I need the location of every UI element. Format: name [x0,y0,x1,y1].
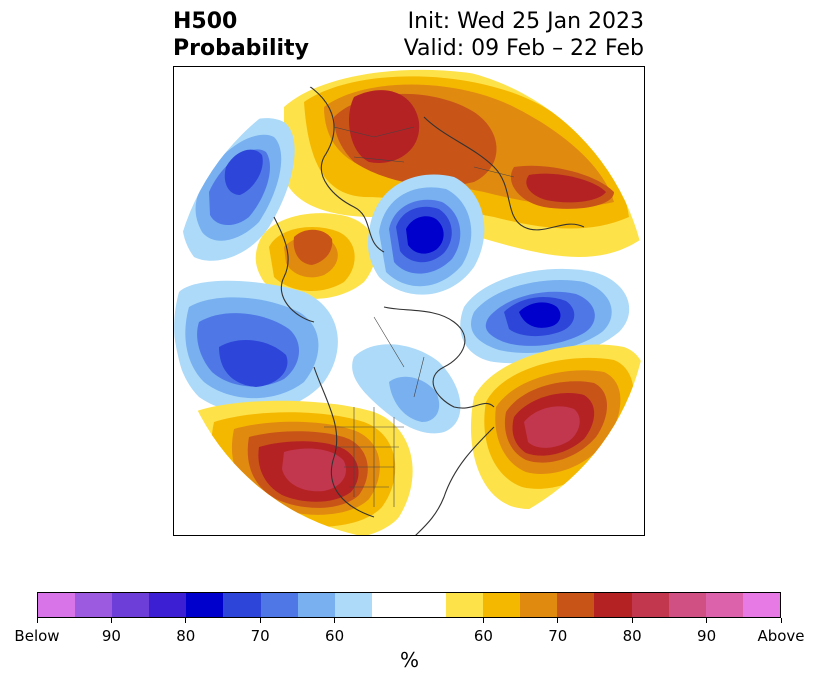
colorbar-tick-mark [334,618,336,623]
colorbar-segment [520,593,558,617]
colorbar-tick-mark [185,618,187,623]
colorbar-segment [112,593,150,617]
colorbar-segment [260,593,298,617]
probability-title: Probability [173,36,309,61]
colorbar-tick-label: 60 [325,627,345,645]
colorbar-tick-label: 80 [176,627,196,645]
colorbar-segment [371,593,409,617]
colorbar-segment [186,593,224,617]
colorbar-segment [742,593,780,617]
valid-range: Valid: 09 Feb – 22 Feb [403,36,644,61]
colorbar-tick-label: Below [14,627,60,645]
colorbar [37,592,781,618]
colorbar-segment [446,593,484,617]
colorbar-tick-mark [706,618,708,623]
colorbar-tick-label: 60 [473,627,493,645]
colorbar-segment [223,593,261,617]
colorbar-segment [149,593,187,617]
colorbar-segment [483,593,521,617]
colorbar-tick-label: 70 [548,627,568,645]
colorbar-tick-label: 90 [697,627,717,645]
init-date: Init: Wed 25 Jan 2023 [407,9,644,34]
title-left: H500 Probability [173,8,309,62]
colorbar-segment [594,593,632,617]
colorbar-tick-label: 80 [622,627,642,645]
political-borders [324,126,515,507]
variable-title: H500 [173,9,238,34]
colorbar-segment [631,593,669,617]
colorbar-segment [75,593,113,617]
colorbar-segment [38,593,76,617]
colorbar-segment [297,593,335,617]
colorbar-segment [705,593,743,617]
colorbar-tick-mark [36,618,38,623]
colorbar-tick-label: 70 [250,627,270,645]
title-right: Init: Wed 25 Jan 2023 Valid: 09 Feb – 22… [404,8,644,62]
colorbar-tick-mark [110,618,112,623]
colorbar-segment [334,593,372,617]
colorbar-tick-mark [482,618,484,623]
colorbar-tick-mark [631,618,633,623]
colorbar-segment [668,593,706,617]
colorbar-unit-label: % [399,648,419,672]
colorbar-tick-label: 90 [101,627,121,645]
colorbar-segment [408,593,447,617]
probability-map [174,67,644,535]
colorbar-segment [557,593,595,617]
colorbar-tick-mark [259,618,261,623]
colorbar-tick-mark [780,618,782,623]
colorbar-tick-label: Above [757,627,805,645]
map-panel [173,66,645,536]
colorbar-tick-mark [557,618,559,623]
probability-field [174,67,644,535]
